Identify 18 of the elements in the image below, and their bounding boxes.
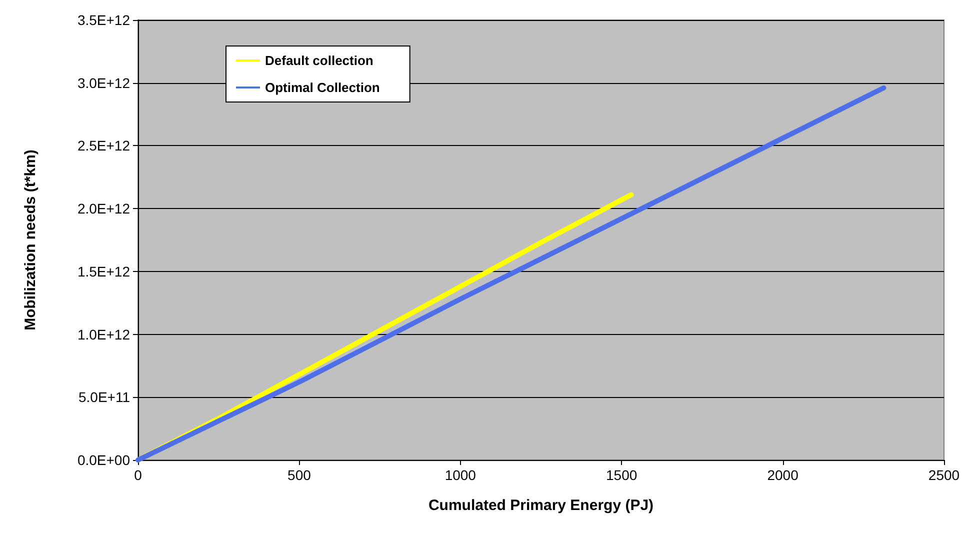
legend-label: Optimal Collection [265,80,380,95]
x-tick-label: 1500 [606,467,638,483]
x-tick-label: 1000 [444,467,476,483]
x-tick-label: 2000 [767,467,799,483]
x-axis-title: Cumulated Primary Energy (PJ) [428,497,654,514]
y-tick-label: 3.5E+12 [77,12,130,28]
y-tick-label: 1.0E+12 [77,326,130,342]
x-tick-label: 0 [134,467,142,483]
x-tick-label: 500 [288,467,312,483]
x-tick-label: 2500 [928,467,960,483]
y-tick-label: 2.5E+12 [77,138,130,154]
y-tick-label: 1.5E+12 [77,263,130,280]
y-tick-label: 3.0E+12 [77,74,130,91]
y-tick-label: 0.0E+00 [77,452,130,468]
y-tick-label: 5.0E+11 [78,389,130,406]
y-axis-title: Mobilization needs (t*km) [22,150,39,330]
y-tick-label: 2.0E+12 [77,200,130,217]
legend-label: Default collection [265,53,374,68]
